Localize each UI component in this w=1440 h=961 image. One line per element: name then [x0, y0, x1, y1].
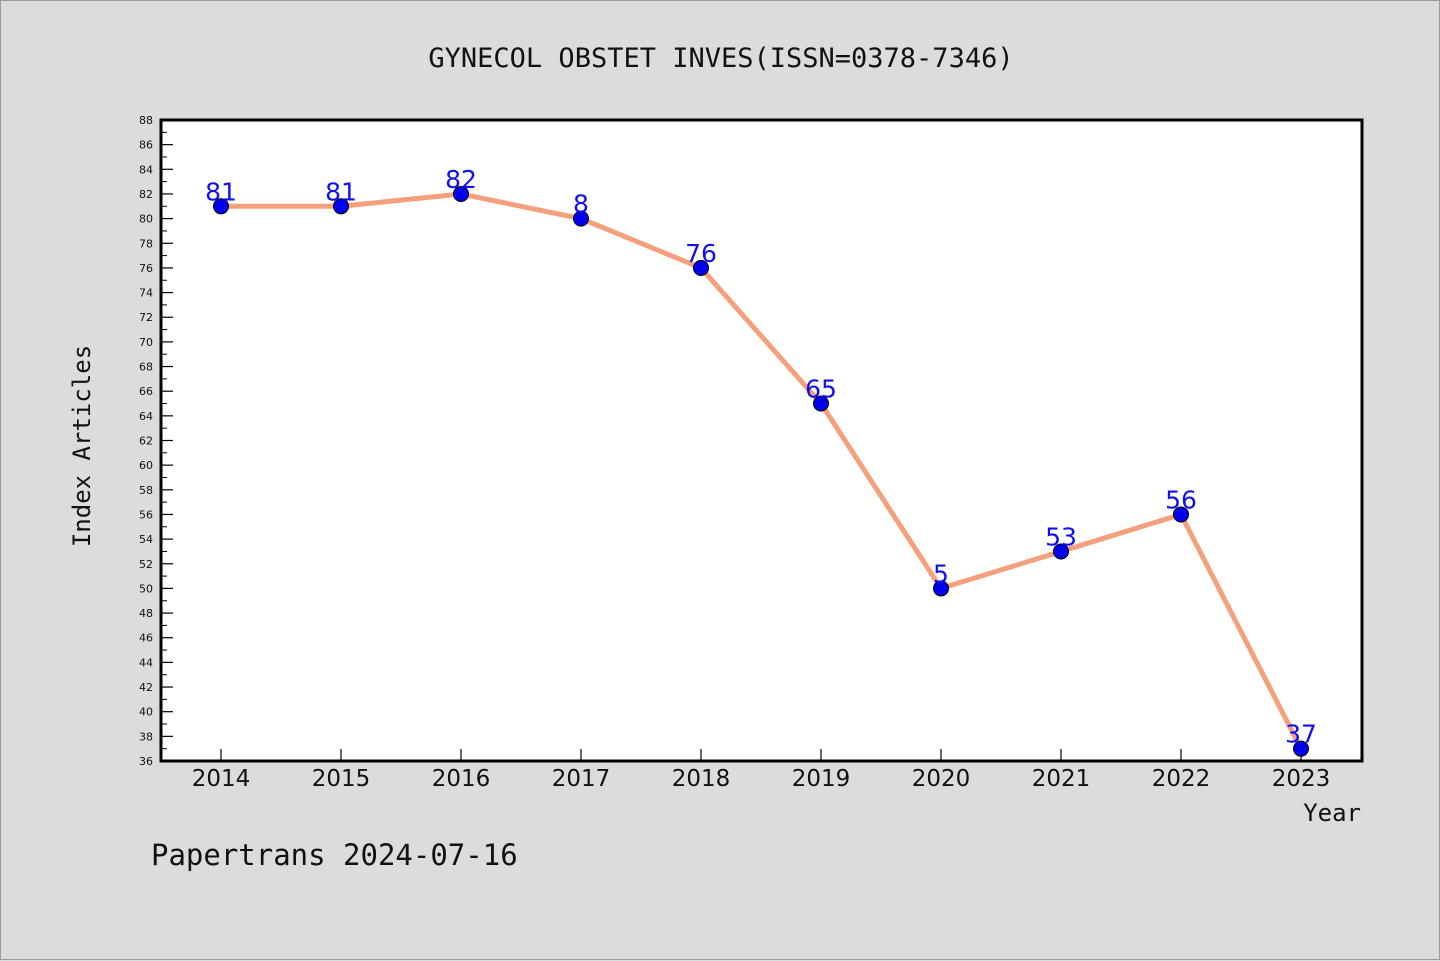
- x-tick-label: 2017: [552, 766, 611, 792]
- y-tick-label: 64: [139, 410, 153, 423]
- y-tick-label: 44: [139, 656, 153, 669]
- y-tick-label: 70: [139, 336, 153, 349]
- data-label: 53: [1045, 522, 1077, 551]
- data-point: [813, 395, 829, 412]
- data-point: [693, 259, 709, 276]
- y-tick-label: 82: [139, 188, 153, 201]
- data-point: [453, 185, 469, 202]
- y-tick-label: 72: [139, 311, 153, 324]
- data-point: [333, 198, 349, 215]
- y-tick-label: 60: [139, 459, 153, 472]
- y-tick-label: 62: [139, 435, 153, 448]
- x-tick-label: 2023: [1272, 766, 1331, 792]
- y-tick-label: 52: [139, 558, 153, 571]
- x-tick-label: 2022: [1152, 766, 1211, 792]
- footer-text: Papertrans 2024-07-16: [151, 838, 518, 872]
- data-labels: 81 81 82 8 76 65 5 53 56 37: [205, 165, 1317, 749]
- x-tick-label: 2016: [432, 766, 491, 792]
- series-markers: [213, 185, 1309, 757]
- data-label: 5: [933, 559, 949, 588]
- y-tick-label: 74: [139, 287, 153, 300]
- x-axis: 2014 2015 2016 2017 2018 2019 2020 2021 2022 2023: [192, 749, 1331, 792]
- y-tick-label: 88: [139, 114, 153, 127]
- y-tick-label: 48: [139, 607, 153, 620]
- y-tick-label: 36: [139, 755, 153, 768]
- data-point: [933, 580, 949, 597]
- data-label: 76: [685, 239, 717, 268]
- x-tick-label: 2021: [1032, 766, 1091, 792]
- data-label: 82: [445, 165, 477, 194]
- data-label: 65: [805, 375, 837, 404]
- y-tick-label: 66: [139, 385, 153, 398]
- data-label: 8: [573, 190, 589, 219]
- y-tick-label: 46: [139, 632, 153, 645]
- y-axis: 36 38 40 42 44 46 48 50 52 54 56 58 60 62 64 66 68 70 72 74…: [139, 114, 173, 768]
- y-tick-label: 50: [139, 582, 153, 595]
- data-label: 56: [1165, 485, 1197, 514]
- chart-title: GYNECOL OBSTET INVES(ISSN=0378-7346): [428, 43, 1013, 74]
- x-tick-label: 2019: [792, 766, 851, 792]
- y-tick-label: 42: [139, 681, 153, 694]
- data-label: 81: [205, 177, 237, 206]
- x-tick-label: 2014: [192, 766, 251, 792]
- x-tick-label: 2020: [912, 766, 971, 792]
- y-tick-label: 76: [139, 262, 153, 275]
- y-tick-label: 40: [139, 706, 153, 719]
- y-tick-label: 78: [139, 237, 153, 250]
- data-point: [213, 198, 229, 215]
- series-line: [221, 191, 1304, 750]
- data-point: [1293, 740, 1309, 757]
- data-label: 37: [1285, 720, 1317, 749]
- data-point: [573, 210, 589, 227]
- y-tick-label: 68: [139, 361, 153, 374]
- x-axis-label: Year: [1303, 799, 1361, 827]
- y-tick-label: 38: [139, 730, 153, 743]
- data-point: [1173, 506, 1189, 523]
- y-tick-label: 56: [139, 508, 153, 521]
- y-tick-label: 58: [139, 484, 153, 497]
- y-tick-label: 54: [139, 533, 153, 546]
- x-tick-label: 2015: [312, 766, 371, 792]
- plot-area: [159, 118, 1364, 763]
- data-label: 81: [325, 177, 357, 206]
- y-tick-label: 80: [139, 213, 153, 226]
- data-point: [1053, 543, 1069, 560]
- y-tick-label: 84: [139, 163, 153, 176]
- x-tick-label: 2018: [672, 766, 731, 792]
- y-tick-label: 86: [139, 139, 153, 152]
- y-axis-label: Index Articles: [68, 345, 96, 547]
